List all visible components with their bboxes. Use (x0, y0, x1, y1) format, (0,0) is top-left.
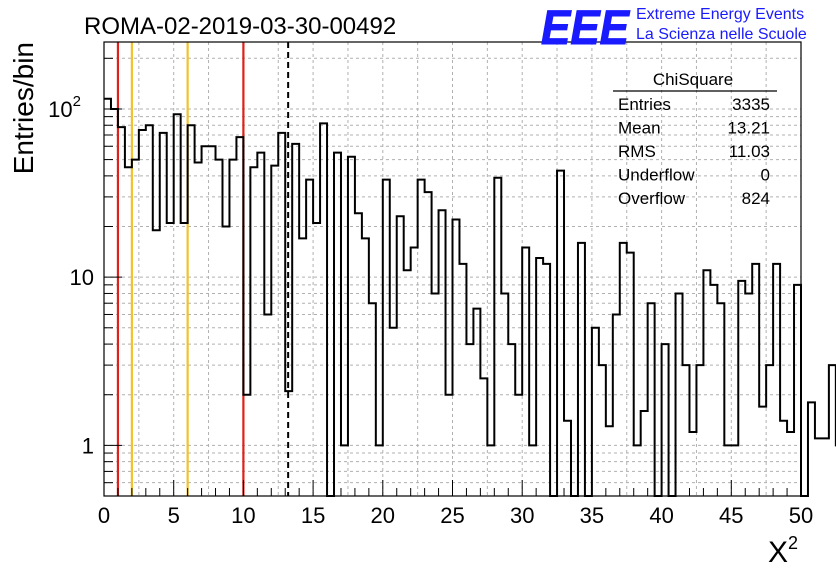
stats-label: Underflow (618, 166, 695, 185)
x-tick-label: 45 (719, 503, 743, 528)
x-tick-label: 0 (98, 503, 110, 528)
x-tick-label: 15 (301, 503, 325, 528)
y-tick-label-base: 10 (48, 97, 72, 122)
x-axis-label-base: X (768, 536, 788, 569)
stats-label: Entries (618, 95, 671, 114)
y-axis-label: Entries/bin (8, 42, 39, 174)
stats-label: RMS (618, 142, 656, 161)
eee-logo-mark: EEE (541, 2, 631, 55)
x-tick-label: 25 (440, 503, 464, 528)
x-tick-label: 40 (649, 503, 673, 528)
stats-value: 11.03 (729, 142, 770, 161)
y-tick-label: 102 (48, 93, 81, 122)
stats-value: 13.21 (727, 119, 770, 138)
marker-lines (116, 42, 290, 496)
stats-label: Overflow (618, 189, 686, 208)
x-tick-label: 10 (231, 503, 255, 528)
stats-value: 0 (761, 166, 770, 185)
y-tick-label: 1 (82, 433, 94, 458)
stats-rows: Entries 3335 Mean 13.21 RMS 11.03 Underflow 0 Ov… (618, 95, 770, 208)
y-tick-label-exponent: 2 (73, 93, 81, 110)
stats-value: 824 (742, 189, 770, 208)
x-tick-label: 50 (789, 503, 813, 528)
x-tick-label: 30 (510, 503, 534, 528)
histogram-step-line (104, 97, 836, 497)
stats-label: Mean (618, 119, 661, 138)
x-tick-label: 20 (371, 503, 395, 528)
chart-title: ROMA-02-2019-03-30-00492 (84, 13, 396, 40)
eee-logo: EEE Extreme Energy Events La Scienza nel… (541, 2, 807, 56)
stats-box: ChiSquare Entries 3335 Mean 13.21 RMS 11.03 Un… (613, 70, 777, 208)
x-tick-label: 35 (580, 503, 604, 528)
x-axis-label-superscript: 2 (788, 533, 798, 553)
x-tick-label: 5 (168, 503, 180, 528)
eee-logo-line2: La Scienza nelle Scuole (636, 26, 807, 43)
stats-value: 3335 (732, 95, 770, 114)
eee-logo-line1: Extreme Energy Events (636, 6, 804, 23)
stats-title: ChiSquare (653, 70, 733, 89)
x-axis-label: X2 (768, 533, 798, 569)
axis-ticks (103, 57, 802, 496)
y-tick-label: 10 (70, 265, 94, 290)
